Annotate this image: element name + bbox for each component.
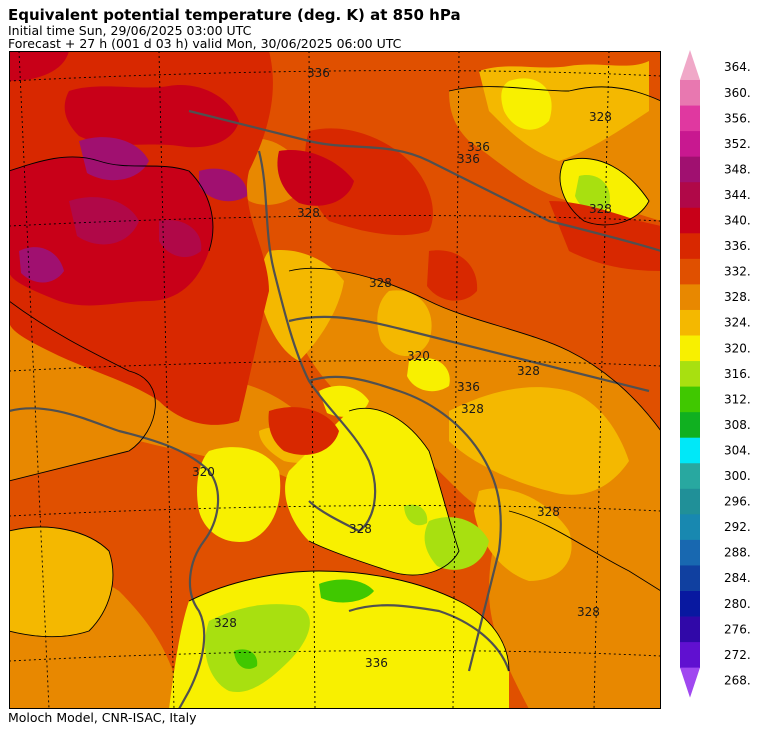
contour-label: 336 [457,380,480,394]
colorbar-label: 288. [724,546,751,560]
colorbar-swatch [680,309,700,336]
colorbar-label: 360. [724,86,751,100]
colorbar-swatch [680,233,700,260]
theta-e-map: 336 328 336 336 328 328 328 320 328 336 … [9,51,661,709]
band-312 [234,579,374,669]
colorbar-swatch [680,463,700,490]
colorbar-label: 336. [724,239,751,253]
colorbar-label: 272. [724,648,751,662]
colorbar-swatch [680,80,700,106]
colorbar-swatch [680,539,700,566]
colorbar-label: 304. [724,443,751,457]
map-frame [9,51,661,709]
colorbar-swatch [680,412,700,439]
contour-label: 320 [407,349,430,363]
colorbar-label: 328. [724,290,751,304]
colorbar-label: 280. [724,597,751,611]
colorbar-label: 364. [724,60,751,74]
colorbar-label: 324. [724,316,751,330]
contour-label: 328 [589,202,612,216]
contour-label: 328 [517,364,540,378]
contour-label: 328 [577,605,600,619]
chart-title: Equivalent potential temperature (deg. K… [8,6,461,24]
colorbar-label: 312. [724,392,751,406]
colorbar-swatch [680,437,700,464]
contour-label: 336 [457,152,480,166]
colorbar-label: 352. [724,137,751,151]
colorbar-label: 348. [724,162,751,176]
band-316 [205,175,610,692]
colorbar-labels: 364. 360. 356. 352. 348. 344. 340. 336. 332. 328.… [724,60,751,687]
colorbar-label: 296. [724,495,751,509]
colorbar-label: 320. [724,341,751,355]
colorbar-label: 316. [724,367,751,381]
colorbar-swatch [680,156,700,183]
contour-label: 328 [461,402,484,416]
colorbar-swatch [680,105,700,132]
colorbar-swatch [680,642,700,669]
colorbar-swatch [680,386,700,413]
colorbar-label: 268. [724,673,751,687]
contour-label: 328 [369,276,392,290]
contour-label: 328 [297,206,320,220]
contour-label: 328 [537,505,560,519]
colorbar-swatch [680,616,700,643]
colorbar-label: 276. [724,622,751,636]
contour-label-group: 336 328 336 336 328 328 328 320 328 336 … [192,66,612,670]
colorbar-label: 344. [724,188,751,202]
latlon-grid [9,51,661,709]
colorbar-swatches [680,50,700,698]
colorbar-swatch [680,131,700,158]
contour-label: 328 [349,522,372,536]
contour-label: 336 [365,656,388,670]
colorbar-label: 356. [724,111,751,125]
colorbar-label: 284. [724,571,751,585]
initial-time-label: Initial time Sun, 29/06/2025 03:00 UTC [8,23,252,38]
band-348 [19,137,248,283]
colorbar-swatch [680,565,700,592]
colorbar-swatch [680,284,700,311]
contour-label: 336 [467,140,490,154]
colorbar-swatch [680,182,700,209]
colorbar-swatch [680,50,700,80]
colorbar-swatch [680,361,700,387]
colorbar: 364. 360. 356. 352. 348. 344. 340. 336. 332. 328.… [680,50,751,698]
colorbar-swatch [680,207,700,234]
forecast-valid-label: Forecast + 27 h (001 d 03 h) valid Mon, … [8,36,402,51]
colorbar-swatch [680,488,700,515]
colorbar-swatch [680,258,700,285]
contour-label: 336 [307,66,330,80]
coastlines [9,109,661,709]
colorbar-swatch [680,591,700,617]
colorbar-label: 340. [724,214,751,228]
colorbar-label: 300. [724,469,751,483]
colorbar-label: 292. [724,520,751,534]
contour-label: 328 [214,616,237,630]
contour-lines [9,86,661,672]
band-344 [69,197,202,258]
colorbar-swatch [680,514,700,541]
contour-label: 320 [192,465,215,479]
colorbar-swatch [680,335,700,362]
model-credit: Moloch Model, CNR-ISAC, Italy [8,710,197,725]
colorbar-swatch [680,667,700,698]
contour-label: 328 [589,110,612,124]
colorbar-label: 332. [724,265,751,279]
colorbar-label: 308. [724,418,751,432]
